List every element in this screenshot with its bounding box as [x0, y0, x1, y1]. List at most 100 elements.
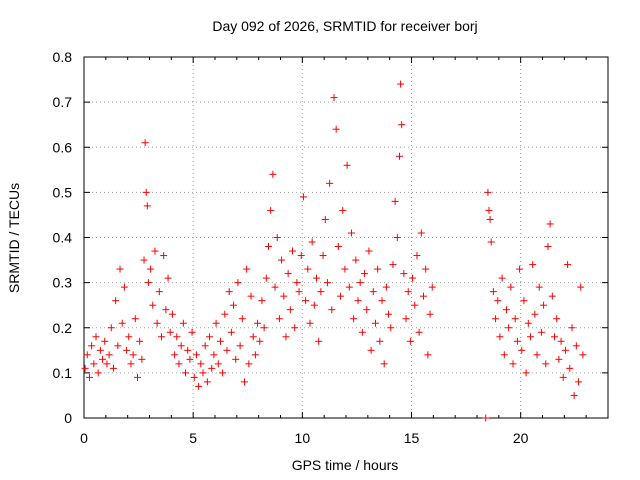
- y-tick-label: 0.3: [53, 275, 73, 291]
- data-point: [94, 369, 102, 377]
- data-point: [278, 256, 286, 264]
- data-point: [411, 301, 419, 309]
- data-point: [251, 351, 259, 359]
- data-point: [125, 333, 133, 341]
- data-point: [313, 274, 321, 282]
- data-point: [363, 306, 371, 314]
- data-point: [572, 342, 580, 350]
- data-point: [81, 364, 89, 372]
- data-point: [485, 206, 493, 214]
- data-point: [206, 333, 214, 341]
- data-point: [141, 139, 149, 147]
- data-point: [511, 315, 519, 323]
- data-point: [256, 337, 264, 345]
- data-point: [398, 121, 406, 129]
- data-point: [219, 369, 227, 377]
- data-point: [391, 197, 399, 205]
- data-point: [570, 391, 578, 399]
- data-point: [330, 94, 338, 102]
- data-point: [502, 306, 510, 314]
- data-point: [99, 355, 107, 363]
- data-point: [118, 319, 126, 327]
- data-point: [559, 373, 567, 381]
- data-point: [133, 373, 141, 381]
- grid-lines: [84, 57, 608, 418]
- data-point: [88, 342, 96, 350]
- data-point: [564, 261, 572, 269]
- data-point: [188, 328, 196, 336]
- data-point: [367, 346, 375, 354]
- data-point: [308, 238, 316, 246]
- data-point: [400, 270, 408, 278]
- data-point: [158, 333, 166, 341]
- data-point: [406, 337, 414, 345]
- data-point: [260, 324, 268, 332]
- data-point: [299, 193, 307, 201]
- data-point: [155, 288, 163, 296]
- data-point: [153, 319, 161, 327]
- data-point: [371, 319, 379, 327]
- data-point: [518, 346, 526, 354]
- data-point: [227, 328, 235, 336]
- data-point: [109, 364, 117, 372]
- data-point: [380, 360, 388, 368]
- y-tick-label: 0.6: [53, 139, 73, 155]
- data-point: [175, 360, 183, 368]
- data-point: [291, 324, 299, 332]
- data-point: [542, 360, 550, 368]
- data-point: [273, 234, 281, 241]
- data-point: [201, 342, 209, 350]
- data-point: [365, 247, 373, 255]
- data-point: [352, 256, 360, 264]
- data-point: [385, 310, 393, 318]
- data-point: [537, 328, 545, 336]
- data-point: [415, 328, 423, 336]
- tick-labels: 0 0.1 0.2 0.3 0.4 0.5 0.6 0.7 0.8 0 5 10 15 20: [53, 49, 529, 446]
- data-point: [315, 337, 323, 345]
- data-point: [164, 274, 172, 282]
- data-point: [203, 378, 211, 386]
- data-point: [144, 279, 152, 287]
- data-point: [304, 265, 312, 273]
- x-tick-label: 15: [404, 430, 420, 446]
- data-point: [184, 346, 192, 354]
- data-point: [232, 355, 240, 363]
- data-point: [339, 206, 347, 214]
- data-point: [544, 243, 552, 251]
- data-point: [546, 220, 554, 228]
- y-tick-label: 0.5: [53, 184, 73, 200]
- y-tick-label: 0.1: [53, 365, 73, 381]
- y-tick-label: 0.4: [53, 230, 73, 246]
- data-point: [424, 351, 432, 359]
- data-point: [142, 188, 150, 196]
- data-point: [280, 292, 288, 300]
- data-point: [347, 229, 355, 237]
- data-point: [177, 342, 185, 350]
- x-tick-label: 0: [80, 430, 88, 446]
- data-point: [522, 369, 530, 377]
- data-point: [269, 170, 277, 178]
- y-tick-label: 0.2: [53, 320, 73, 336]
- data-point: [417, 229, 425, 237]
- data-point: [317, 288, 325, 296]
- data-point: [328, 306, 336, 314]
- x-tick-label: 20: [513, 430, 529, 446]
- data-point: [553, 315, 561, 323]
- data-point: [376, 337, 384, 345]
- y-tick-label: 0.7: [53, 94, 73, 110]
- data-point: [387, 324, 395, 332]
- data-point: [216, 337, 224, 345]
- data-point: [484, 188, 492, 196]
- data-point: [221, 310, 229, 318]
- data-point: [120, 283, 128, 291]
- data-point: [557, 337, 565, 345]
- data-point: [345, 283, 353, 291]
- data-point: [240, 378, 248, 386]
- data-point: [197, 360, 205, 368]
- data-point: [513, 337, 521, 345]
- data-point: [350, 315, 358, 323]
- data-point: [526, 333, 534, 341]
- data-point: [107, 324, 115, 332]
- data-point: [234, 279, 242, 287]
- data-point: [482, 414, 490, 422]
